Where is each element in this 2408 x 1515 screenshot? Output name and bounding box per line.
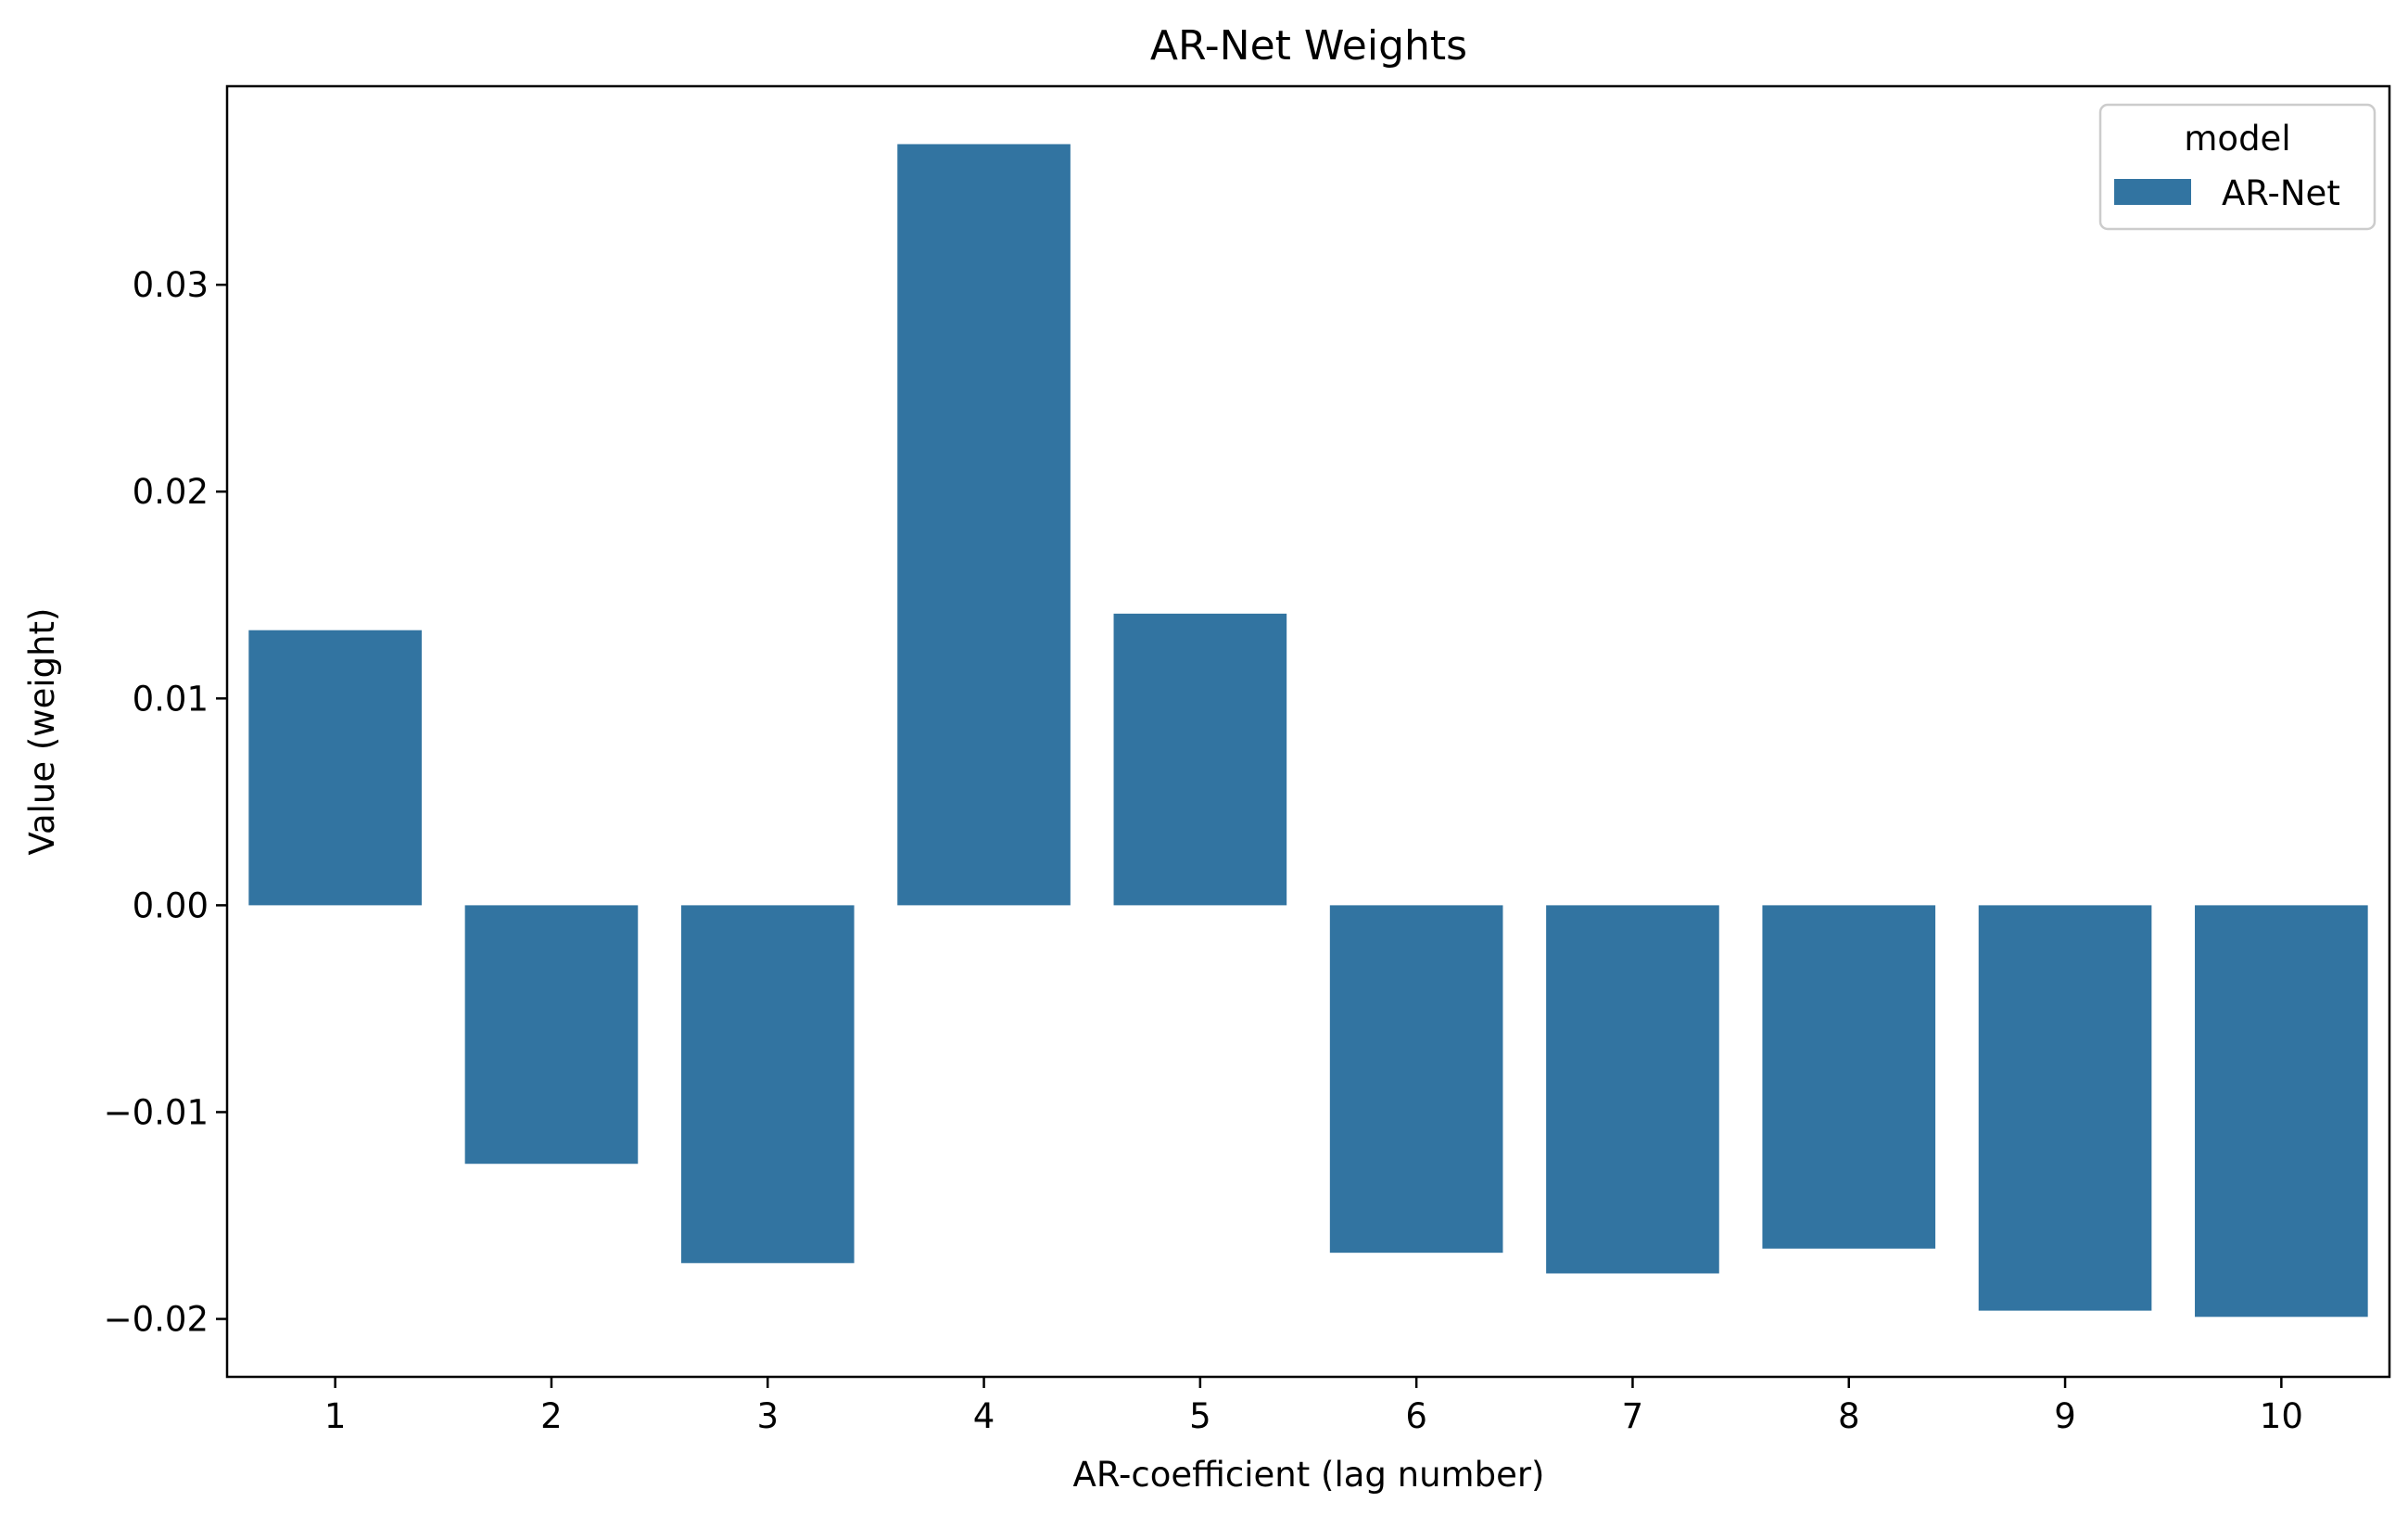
y-tick-label: 0.01: [133, 679, 209, 719]
bar-group: [248, 144, 2368, 1318]
x-tick-label: 1: [324, 1396, 347, 1436]
y-tick-label: 0.00: [133, 885, 209, 925]
bar-lag-2: [464, 905, 639, 1165]
y-tick-label: 0.03: [133, 265, 209, 305]
x-tick-label: 3: [756, 1396, 779, 1436]
x-axis-label: AR-coefficient (lag number): [1073, 1455, 1545, 1495]
legend-title: model: [2184, 119, 2290, 159]
y-tick-label: −0.02: [104, 1300, 209, 1340]
y-tick-label: 0.02: [133, 472, 209, 512]
x-tick-label: 7: [1622, 1396, 1644, 1436]
bar-lag-7: [1546, 905, 1719, 1274]
bar-lag-10: [2195, 905, 2368, 1318]
x-tick-label: 2: [540, 1396, 563, 1436]
x-tick-label: 6: [1405, 1396, 1427, 1436]
bar-lag-4: [897, 144, 1071, 906]
bar-lag-6: [1329, 905, 1503, 1254]
x-tick-label: 9: [2054, 1396, 2076, 1436]
plot-frame: [225, 84, 2391, 1379]
legend-swatch: [2114, 179, 2191, 205]
bar-lag-9: [1978, 905, 2152, 1311]
y-axis: −0.02 −0.01 0.00 0.01 0.02 0.03: [104, 265, 227, 1340]
x-tick-label: 10: [2260, 1396, 2303, 1436]
x-axis: 1 2 3 4 5 6 7 8 9 10: [324, 1377, 2303, 1436]
x-tick-label: 5: [1189, 1396, 1211, 1436]
legend: model AR-Net: [2098, 103, 2376, 231]
y-tick-label: −0.01: [104, 1092, 209, 1132]
bar-lag-8: [1762, 905, 1936, 1249]
bar-lag-1: [248, 630, 422, 906]
x-tick-label: 4: [973, 1396, 995, 1436]
bar-lag-5: [1113, 613, 1287, 906]
x-tick-label: 8: [1838, 1396, 1860, 1436]
legend-entry-label: AR-Net: [2222, 173, 2340, 213]
y-axis-label: Value (weight): [22, 608, 62, 856]
bar-lag-3: [680, 905, 855, 1264]
chart-title: AR-Net Weights: [1150, 22, 1467, 70]
